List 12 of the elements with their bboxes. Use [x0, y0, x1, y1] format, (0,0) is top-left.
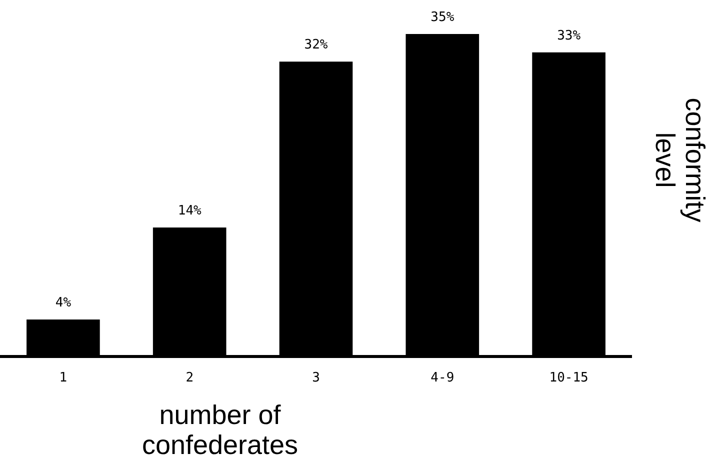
- x-tick-label: 4-9: [430, 370, 454, 386]
- data-label: 32%: [304, 38, 328, 53]
- x-tick-label: 3: [312, 370, 320, 386]
- x-tick-label: 2: [186, 370, 194, 386]
- data-label: 14%: [178, 203, 202, 218]
- y-axis-title: conformity level: [650, 96, 710, 224]
- x-tick-label: 1: [59, 370, 68, 386]
- data-label: 35%: [430, 10, 454, 25]
- x-tick-label: 10-15: [549, 370, 588, 386]
- x-axis-title: number of confederates: [140, 400, 300, 460]
- data-label: 4%: [55, 295, 72, 310]
- data-label: 33%: [557, 28, 581, 44]
